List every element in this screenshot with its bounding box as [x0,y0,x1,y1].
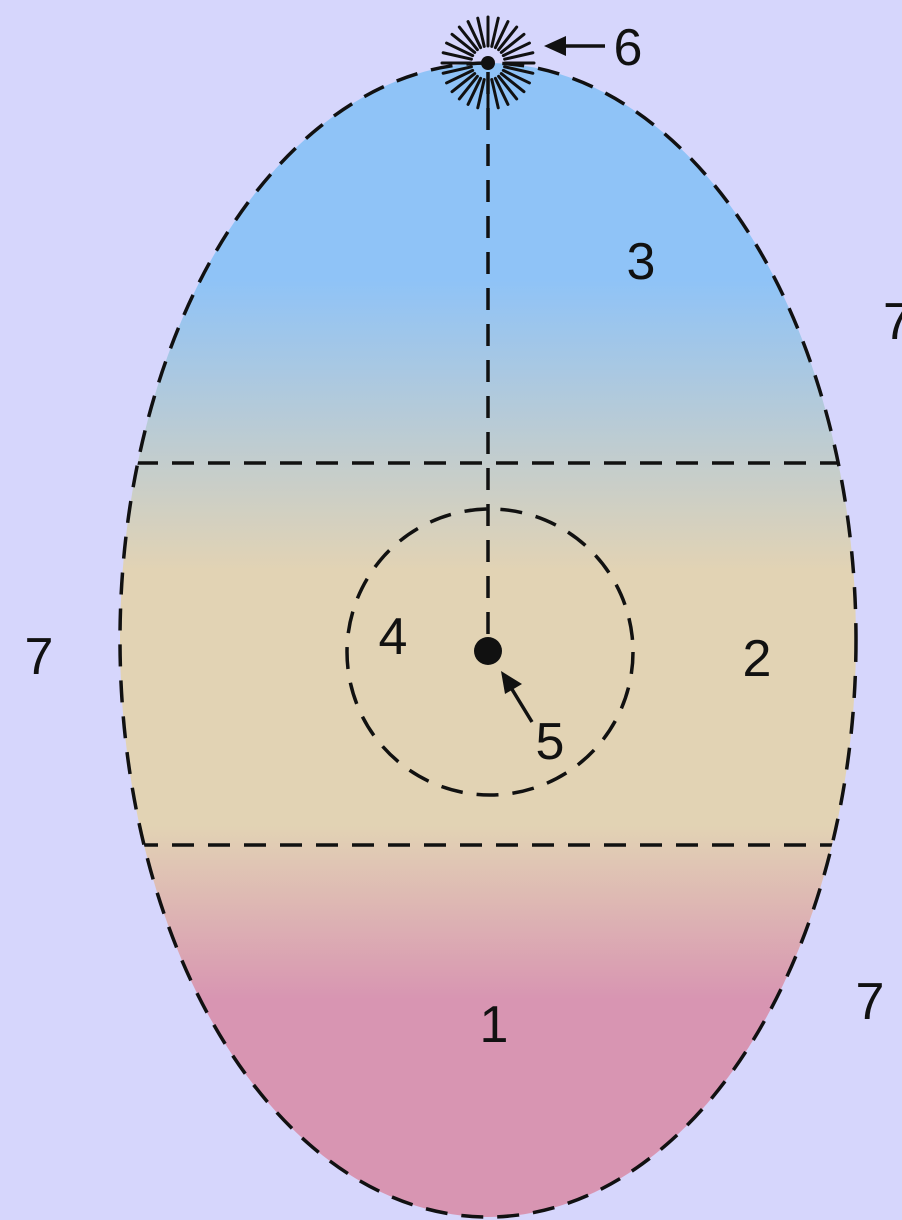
burst-ray [441,51,473,61]
top-pole-dot [481,56,495,70]
label-6: 6 [614,19,643,77]
burst-ray [466,76,483,106]
burst-ray [450,72,477,94]
burst-ray [476,16,486,48]
burst-ray [499,72,526,94]
burst-ray [503,51,535,61]
burst-ray [490,16,500,48]
burst-ray [499,32,526,54]
label-3: 3 [627,233,656,291]
label-1: 1 [480,996,509,1054]
arrow-5-head [501,671,522,694]
label-7-left: 7 [25,628,54,686]
central-circle [345,507,635,797]
burst-ray [457,74,479,101]
burst-ray [457,25,479,52]
burst-ray [476,78,486,110]
burst-ray [503,65,535,75]
label-7-right-bottom: 7 [856,973,885,1031]
burst-ray [445,41,475,58]
center-dot [474,637,502,665]
burst-ray [441,65,473,75]
burst-ray [493,20,510,50]
burst-ray [466,20,483,50]
burst-ray [450,32,477,54]
label-7-right-top: 7 [883,293,902,351]
label-4: 4 [379,608,408,666]
arrow-5-shaft [508,685,534,723]
burst-ray [497,74,519,101]
arrow-6-head [544,36,566,56]
label-5: 5 [536,713,565,771]
burst-ray [501,68,531,85]
burst-ray [445,68,475,85]
label-2: 2 [743,630,772,688]
burst-ray [497,25,519,52]
burst-ray [493,76,510,106]
burst-ray [501,41,531,58]
top-pole-burst [440,15,536,111]
burst-ray [490,78,500,110]
